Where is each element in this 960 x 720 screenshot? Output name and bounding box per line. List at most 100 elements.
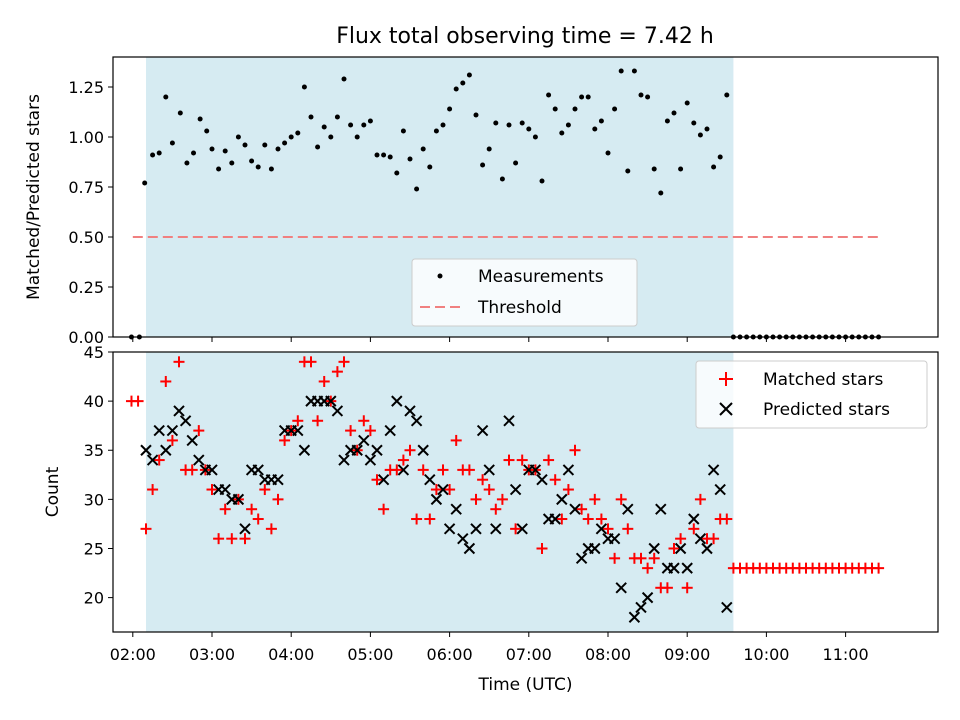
predicted-star-marker-b [179, 415, 192, 427]
matched-star-marker [437, 464, 449, 476]
predicted-star-marker-b [688, 513, 700, 525]
bottom-x-tick-label: 04:00 [268, 645, 314, 664]
predicted-star-marker-b [608, 532, 621, 545]
bottom-x-tick-label: 06:00 [427, 645, 473, 664]
predicted-star-marker [232, 493, 245, 506]
measurement-point [717, 154, 723, 160]
measurement-point [552, 106, 558, 112]
matched-star-marker [358, 415, 370, 427]
predicted-star-marker-b [668, 562, 680, 574]
predicted-star-marker-b [509, 483, 522, 496]
predicted-star-marker-b [298, 444, 311, 456]
measurement-point [163, 94, 169, 100]
measurement-point [460, 80, 466, 86]
predicted-star-marker-b [272, 474, 284, 486]
predicted-star-marker-b [450, 503, 462, 515]
matched-star-marker [589, 493, 601, 505]
matched-star-marker [556, 513, 568, 525]
matched-star-marker [602, 523, 614, 535]
predicted-star-marker [404, 405, 416, 417]
matched-star-marker [496, 493, 508, 505]
predicted-star-marker-b [622, 503, 634, 515]
top-y-tick-label: 1.25 [68, 78, 104, 97]
measurement-point [605, 150, 611, 156]
predicted-star-marker [641, 591, 654, 604]
predicted-star-marker-b [417, 444, 429, 456]
predicted-star-marker-b [232, 493, 245, 506]
matched-star-marker [642, 562, 654, 574]
measurement-point [209, 146, 215, 152]
predicted-star-marker-b [707, 464, 720, 476]
measurement-point [691, 120, 697, 126]
predicted-star-marker-b [476, 424, 489, 437]
matched-star-marker [331, 366, 343, 378]
top-y-tick-label: 0.00 [68, 328, 104, 347]
predicted-star-marker [714, 483, 726, 496]
predicted-star-marker [615, 582, 627, 594]
predicted-star-marker-b [325, 395, 337, 407]
bottom-y-tick-label: 30 [84, 490, 104, 509]
measurement-point [229, 160, 235, 166]
legend-matched-marker [719, 372, 733, 386]
predicted-star-marker-b [252, 464, 264, 476]
measurement-point [513, 160, 519, 166]
matched-star-marker [345, 425, 357, 437]
x-axis-label: Time (UTC) [478, 675, 573, 695]
matched-star-marker [708, 533, 720, 545]
matched-star-marker [206, 484, 218, 496]
bottom-x-tick-label: 05:00 [347, 645, 393, 664]
matched-star-marker [688, 523, 700, 535]
predicted-star-marker [364, 454, 377, 466]
predicted-star-marker [562, 464, 575, 476]
matched-star-marker [595, 513, 607, 525]
predicted-star-marker-b [536, 474, 548, 486]
top-y-tick-label: 0.50 [68, 228, 104, 247]
matched-star-marker [516, 454, 528, 466]
bottom-x-tick-label: 10:00 [743, 645, 789, 664]
measurement-point [197, 116, 203, 122]
top-y-axis-label: Matched/Predicted stars [24, 94, 44, 300]
matched-star-marker [226, 533, 238, 545]
matched-star-marker [615, 493, 627, 505]
measurement-point [354, 134, 360, 140]
matched-star-marker [305, 356, 317, 368]
legend-matched-label: Matched stars [763, 370, 883, 390]
predicted-star-marker-b [529, 464, 542, 476]
predicted-star-marker-b [595, 523, 608, 535]
legend-predicted-label: Predicted stars [763, 400, 890, 420]
measurement-point [440, 122, 446, 128]
matched-star-marker [153, 454, 165, 466]
predicted-star-marker-b [556, 493, 568, 506]
measurement-point [156, 150, 162, 156]
predicted-star-marker [529, 464, 542, 476]
measurement-point [374, 152, 380, 158]
predicted-star-marker [463, 542, 476, 555]
matched-star-marker [239, 533, 251, 545]
measurement-point [268, 166, 274, 172]
matched-star-marker [549, 474, 561, 486]
bottom-y-tick-label: 40 [84, 392, 104, 411]
top-panel: 0.00 0.25 0.50 0.75 1.00 1.25 Matched/Predict… [24, 56, 939, 347]
predicted-star-marker-b [140, 444, 152, 456]
matched-star-marker [430, 484, 442, 496]
predicted-star-marker [470, 523, 482, 535]
measurement-point [433, 128, 439, 134]
bottom-y-tick-label: 25 [84, 539, 104, 558]
measurement-point [301, 84, 307, 90]
predicted-star-marker-b [424, 474, 436, 486]
predicted-star-marker-b [463, 542, 476, 555]
predicted-star-marker [549, 513, 561, 525]
matched-star-marker [173, 356, 185, 368]
measurement-point [499, 176, 505, 182]
measurement-point [235, 134, 241, 140]
measurement-point [658, 190, 664, 196]
bottom-x-tick-label: 08:00 [585, 645, 631, 664]
measurement-point [480, 162, 486, 168]
matched-star-marker [609, 552, 621, 564]
predicted-star-marker [483, 464, 495, 476]
predicted-star-marker [556, 493, 568, 506]
measurement-point [142, 180, 148, 186]
predicted-star-marker [193, 454, 205, 466]
top-y-tick-label: 1.00 [68, 128, 104, 147]
predicted-star-marker-b [186, 434, 198, 447]
